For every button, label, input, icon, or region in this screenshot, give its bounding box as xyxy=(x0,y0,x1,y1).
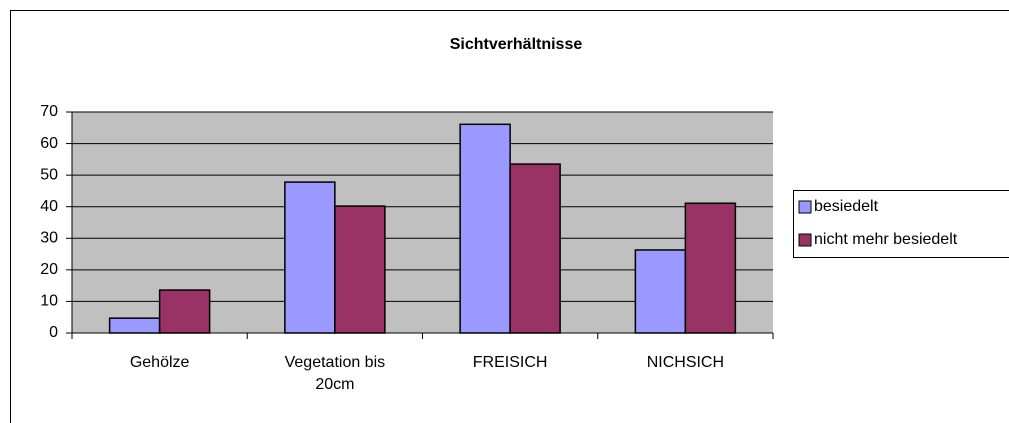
bar xyxy=(158,289,211,334)
x-tick-label: NICHSICH xyxy=(646,354,725,371)
y-tick-label: 20 xyxy=(40,261,58,278)
y-tick-label: 10 xyxy=(40,293,58,310)
y-tick-label: 70 xyxy=(40,103,58,120)
y-tick-label: 0 xyxy=(49,324,58,341)
y-tick-label: 50 xyxy=(40,166,58,183)
bar xyxy=(108,317,161,334)
bar xyxy=(509,163,561,334)
bar xyxy=(284,181,336,334)
legend-box xyxy=(793,190,1009,258)
bar xyxy=(684,202,737,334)
legend-label: besiedelt xyxy=(814,198,879,215)
bar xyxy=(634,249,687,334)
bar xyxy=(459,123,511,334)
legend-swatch xyxy=(798,200,812,214)
y-tick-label: 30 xyxy=(40,230,58,247)
x-tick-label: Vegetation bis 20cm xyxy=(284,354,386,393)
y-tick-label: 60 xyxy=(40,135,58,152)
chart-title: Sichtverhältnisse xyxy=(450,36,583,53)
x-tick-label: FREISICH xyxy=(472,354,548,371)
x-tick-label: Gehölze xyxy=(129,354,190,371)
legend-swatch xyxy=(798,233,812,247)
bar xyxy=(334,205,386,334)
legend-label: nicht mehr besiedelt xyxy=(814,231,958,248)
y-tick-label: 40 xyxy=(40,198,58,215)
